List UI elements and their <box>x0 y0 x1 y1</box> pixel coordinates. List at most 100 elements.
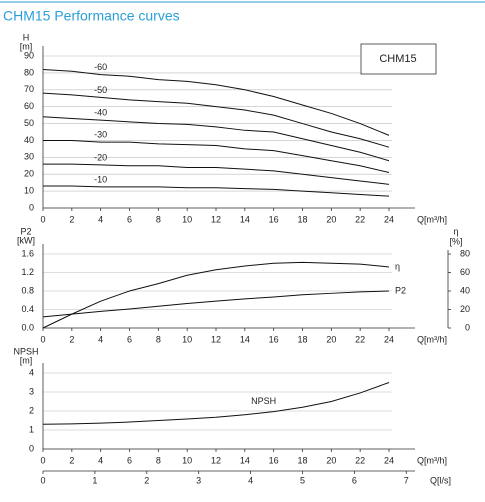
x-tick-label: 2 <box>69 455 74 465</box>
y-tick-label: 30 <box>24 152 34 162</box>
x-tick-label: 24 <box>384 455 394 465</box>
x-tick-label: 12 <box>211 214 221 224</box>
x-tick-label: 6 <box>127 455 132 465</box>
x2-tick-label: 2 <box>144 475 149 485</box>
x-tick-label: 6 <box>127 334 132 344</box>
x-tick-label: 22 <box>355 334 365 344</box>
y-tick-label: 3 <box>29 386 34 396</box>
model-label: CHM15 <box>379 53 416 65</box>
y2-axis-title: η <box>453 226 458 236</box>
x-tick-label: 14 <box>240 455 250 465</box>
x-tick-label: 4 <box>98 455 103 465</box>
y-tick-label: 0 <box>29 443 34 453</box>
x-tick-label: 14 <box>240 334 250 344</box>
x-tick-label: 10 <box>182 455 192 465</box>
curve-label: NPSH <box>251 396 276 406</box>
x-tick-label: 12 <box>211 455 221 465</box>
y-axis-unit: [m] <box>20 41 33 51</box>
x-tick-label: 20 <box>326 455 336 465</box>
x-tick-label: 18 <box>297 334 307 344</box>
x-tick-label: 8 <box>156 334 161 344</box>
x-tick-label: 16 <box>269 455 279 465</box>
curve-label: η <box>395 261 400 271</box>
y-tick-label: 60 <box>24 101 34 111</box>
x-tick-label: 22 <box>355 214 365 224</box>
x2-axis-title: Q[l/s] <box>430 475 451 485</box>
x-tick-label: 20 <box>326 334 336 344</box>
x-tick-label: 0 <box>40 214 45 224</box>
curve-label: -40 <box>94 108 107 118</box>
x-tick-label: 4 <box>98 334 103 344</box>
curve <box>42 92 390 148</box>
page-title: CHM15 Performance curves <box>3 8 180 24</box>
curve <box>42 261 390 329</box>
y-tick-label: 90 <box>24 50 34 60</box>
curve-label: -50 <box>94 85 107 95</box>
curve-label: -20 <box>94 152 107 162</box>
x2-tick-label: 6 <box>352 475 357 485</box>
y-tick-label: 10 <box>24 185 34 195</box>
y-axis-title: P2 <box>20 226 31 236</box>
y-tick-label: 1.6 <box>21 248 34 258</box>
x-tick-label: 10 <box>182 334 192 344</box>
y-tick-label: 0.8 <box>21 285 34 295</box>
y2-tick-label: 0 <box>465 322 470 332</box>
y-tick-label: 1 <box>29 424 34 434</box>
x-tick-label: 4 <box>98 214 103 224</box>
x-tick-label: 2 <box>69 334 74 344</box>
x-tick-label: 12 <box>211 334 221 344</box>
x-tick-label: 18 <box>297 214 307 224</box>
x-tick-label: 10 <box>182 214 192 224</box>
curve <box>43 163 390 185</box>
y-tick-label: 80 <box>24 67 34 77</box>
y-tick-label: 40 <box>24 135 34 145</box>
y2-tick-label: 80 <box>460 248 470 258</box>
curve <box>43 185 390 197</box>
x2-tick-label: 4 <box>248 475 253 485</box>
x-axis-title: Q[m³/h] <box>417 214 447 224</box>
curve <box>42 382 390 425</box>
x-tick-label: 14 <box>240 214 250 224</box>
x2-tick-label: 3 <box>196 475 201 485</box>
y-tick-label: 1.2 <box>21 267 34 277</box>
curve <box>42 116 390 162</box>
x-tick-label: 20 <box>326 214 336 224</box>
y-tick-label: 0.0 <box>21 322 34 332</box>
y-tick-label: 0.4 <box>21 304 34 314</box>
curve-label: P2 <box>395 285 406 295</box>
curve <box>42 290 390 318</box>
x-tick-label: 16 <box>269 214 279 224</box>
y2-tick-label: 60 <box>460 267 470 277</box>
x-tick-label: 24 <box>384 214 394 224</box>
y-tick-label: 2 <box>29 405 34 415</box>
x-tick-label: 2 <box>69 214 74 224</box>
y-tick-label: 70 <box>24 84 34 94</box>
y2-tick-label: 20 <box>460 304 470 314</box>
y2-tick-label: 40 <box>460 285 470 295</box>
y-tick-label: 4 <box>29 367 34 377</box>
x-axis-title: Q[m³/h] <box>417 334 447 344</box>
x-axis-title: Q[m³/h] <box>417 455 447 465</box>
x-tick-label: 8 <box>156 455 161 465</box>
x-tick-label: 8 <box>156 214 161 224</box>
x-tick-label: 24 <box>384 334 394 344</box>
curve-label: -10 <box>94 174 107 184</box>
y-tick-label: 50 <box>24 118 34 128</box>
x2-tick-label: 7 <box>404 475 409 485</box>
curve-label: -60 <box>94 62 107 72</box>
curve <box>42 69 390 136</box>
y-axis-unit: [m] <box>20 355 33 365</box>
model-box <box>360 43 437 75</box>
x2-tick-label: 0 <box>40 475 45 485</box>
x2-tick-label: 5 <box>300 475 305 485</box>
x-tick-label: 6 <box>127 214 132 224</box>
x-tick-label: 0 <box>40 334 45 344</box>
x2-tick-label: 1 <box>92 475 97 485</box>
x-tick-label: 16 <box>269 334 279 344</box>
x-tick-label: 0 <box>40 455 45 465</box>
x-tick-label: 18 <box>297 455 307 465</box>
y-axis-title: NPSH <box>13 346 38 356</box>
y-axis-unit: [kW] <box>17 235 35 245</box>
y-tick-label: 0 <box>29 202 34 212</box>
